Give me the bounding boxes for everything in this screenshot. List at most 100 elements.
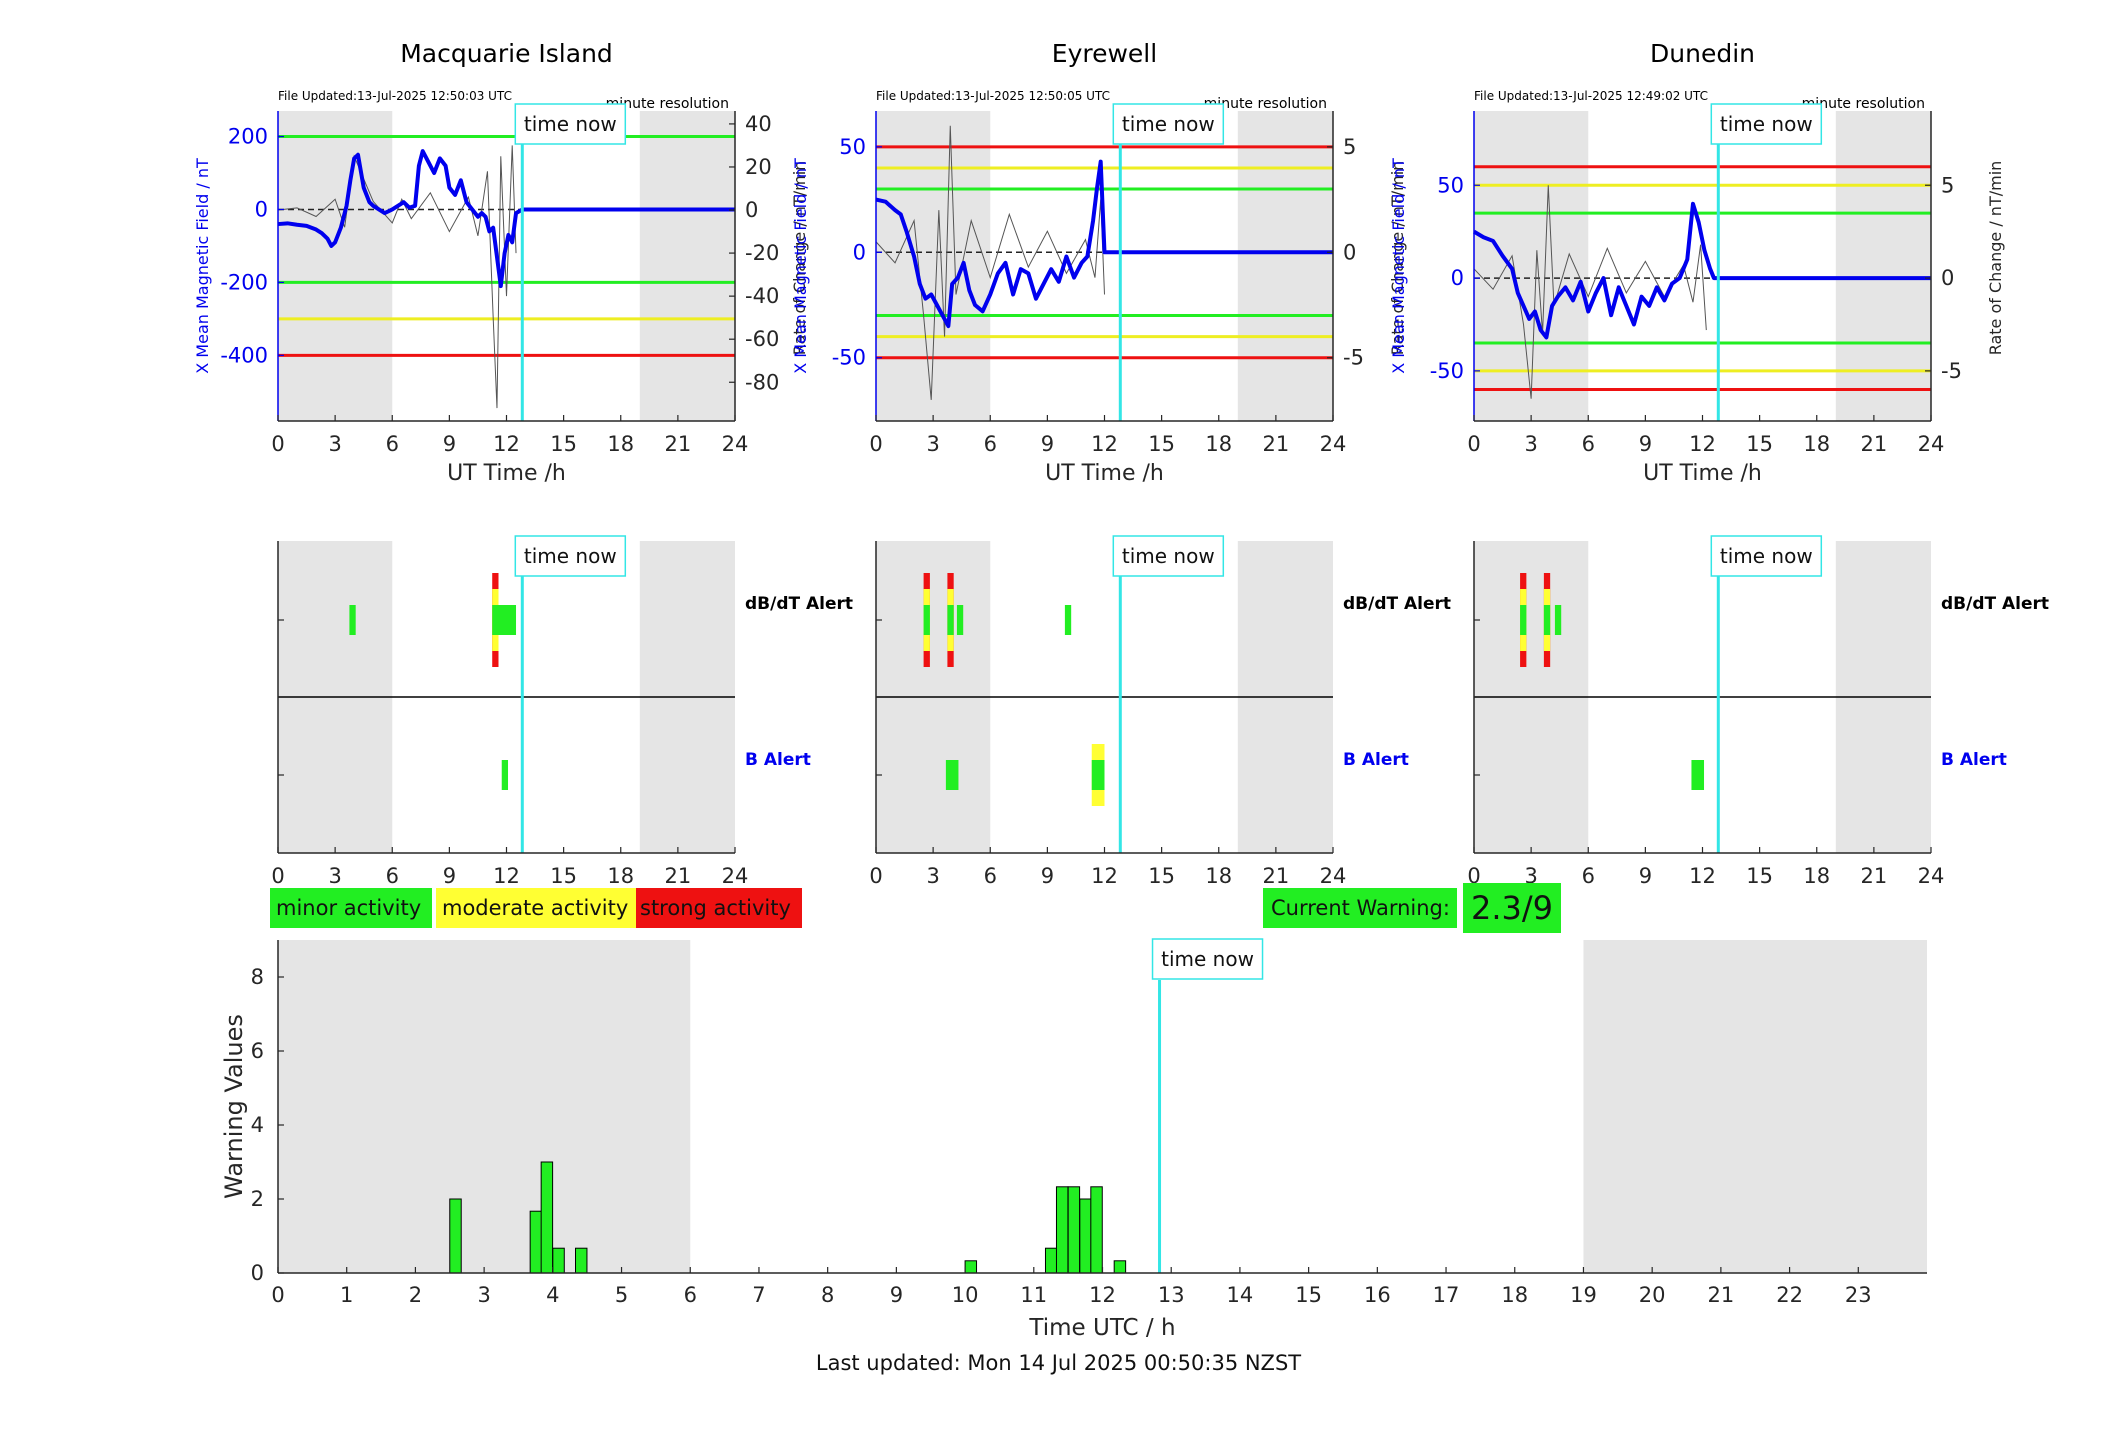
y-right-tick-label: -20 [745,241,779,265]
x-tick-label: 9 [443,864,456,888]
x-tick-label: 0 [271,1283,284,1307]
x-tick-label: 15 [1148,432,1175,456]
line-panel-2: Eyrewell File Updated:13-Jul-2025 12:50:0… [791,39,1407,486]
x-tick-label: 0 [1467,864,1480,888]
legend-moderate-activity: moderate activity [436,888,636,928]
time-now-label: time now [1122,544,1215,568]
time-now-label: time now [1122,112,1215,136]
x-axis-label: UT Time /h [1643,461,1762,486]
row-label-b-alert: B Alert [745,750,811,770]
warning-bar [1055,1186,1069,1274]
x-tick-label: 12 [1091,432,1118,456]
current-warning-label: Current Warning: [1263,888,1457,928]
x-tick-label: 24 [1320,864,1347,888]
current-warning-value: 2.3/9 [1463,883,1561,933]
x-tick-label: 9 [890,1283,903,1307]
legend-minor-activity: minor activity [270,888,432,928]
row-label-dbdt-alert: dB/dT Alert [1941,594,2049,614]
x-tick-label: 7 [752,1283,765,1307]
x-tick-label: 20 [1639,1283,1666,1307]
y-left-tick-label: 50 [839,135,866,159]
time-now-box [1151,938,1264,980]
x-tick-label: 21 [1263,864,1290,888]
y-axis-label: Warning Values [220,1014,248,1199]
line-panel-1: Macquarie Island File Updated:13-Jul-2025… [193,39,809,486]
resolution-text: minute resolution [1802,96,1925,112]
y-left-tick-label: -400 [220,343,268,367]
y-left-tick-label: -50 [832,346,866,370]
alert-mark-minor [1691,760,1705,790]
y-right-tick-label: -40 [745,284,779,308]
x-tick-label: 17 [1433,1283,1460,1307]
x-tick-label: 22 [1776,1283,1803,1307]
time-now-box [1710,535,1823,577]
y-left-tick-label: 0 [853,240,866,264]
y-left-axis-label: X Mean Magnetic Field / nT [193,158,212,374]
x-tick-label: 9 [1639,432,1652,456]
x-tick-label: 11 [1020,1283,1047,1307]
warning-bar [1044,1247,1058,1274]
x-tick-label: 18 [1501,1283,1528,1307]
x-tick-label: 3 [328,864,341,888]
x-tick-label: 9 [1041,864,1054,888]
x-tick-label: 21 [1263,432,1290,456]
alert-panels: time now 0 3 6 9 12 15 18 21 24 dB/dT Alert B Alert… [271,535,2049,888]
night-shading [278,940,691,1273]
legend-strong-activity: strong activity [636,888,802,928]
time-now-box [514,535,627,577]
alert-mark-minor [956,605,964,635]
x-tick-label: 2 [409,1283,422,1307]
x-tick-label: 9 [1041,432,1054,456]
mean-field-series [1472,201,1931,340]
time-now-label: time now [524,112,617,136]
x-tick-label: 21 [1861,864,1888,888]
alert-mark-minor [923,605,930,635]
y-left-tick-label: 0 [1451,266,1464,290]
row-label-b-alert: B Alert [1343,750,1409,770]
y-right-tick-label: -80 [745,370,779,394]
x-tick-label: 21 [1861,432,1888,456]
warning-bar [575,1247,588,1274]
y-right-tick-label: 40 [745,112,772,136]
file-updated-text: File Updated:13-Jul-2025 12:50:05 UTC [876,89,1110,103]
warning-bar [1113,1260,1127,1274]
x-tick-label: 18 [607,864,634,888]
x-tick-label: 6 [984,432,997,456]
x-tick-label: 0 [869,432,882,456]
y-left-tick-label: 200 [228,125,268,149]
x-tick-label: 15 [1295,1283,1322,1307]
magnetometer-panels: Macquarie Island File Updated:13-Jul-2025… [193,39,2005,486]
y-right-tick-label: -60 [745,327,779,351]
station-title: Eyrewell [1052,39,1157,68]
x-tick-label: 12 [1089,1283,1116,1307]
x-tick-label: 4 [546,1283,559,1307]
x-tick-label: 0 [271,432,284,456]
y-left-tick-label: -200 [220,270,268,294]
x-tick-label: 12 [1689,432,1716,456]
x-tick-label: 3 [926,432,939,456]
x-tick-label: 23 [1845,1283,1872,1307]
warning-bar [449,1198,462,1274]
x-tick-label: 3 [1524,432,1537,456]
file-updated-text: File Updated:13-Jul-2025 12:49:02 UTC [1474,89,1708,103]
y-left-axis-label: X Mean Magnetic Field / nT [1389,158,1408,374]
x-tick-label: 24 [722,864,749,888]
alert-panel-1: time now 0 3 6 9 12 15 18 21 24 dB/dT Alert B Alert [271,535,853,888]
night-shading [1474,111,1589,421]
x-tick-label: 14 [1227,1283,1254,1307]
x-tick-label: 21 [665,864,692,888]
warning-bar [540,1161,554,1274]
alert-mark-minor [498,605,517,635]
alert-mark-minor [1543,605,1551,635]
night-shading [1583,940,1927,1273]
y-right-tick-label: 0 [1343,240,1356,264]
alert-panel-3: time now 0 3 6 9 12 15 18 21 24 dB/dT Alert B Alert [1467,535,2049,888]
night-shading [1835,111,1931,421]
x-tick-label: 18 [1803,864,1830,888]
x-tick-label: 19 [1570,1283,1597,1307]
x-tick-label: 6 [1582,432,1595,456]
x-tick-label: 21 [1708,1283,1735,1307]
x-tick-label: 5 [615,1283,628,1307]
y-left-axis-label: X Mean Magnetic Field / nT [791,158,810,374]
